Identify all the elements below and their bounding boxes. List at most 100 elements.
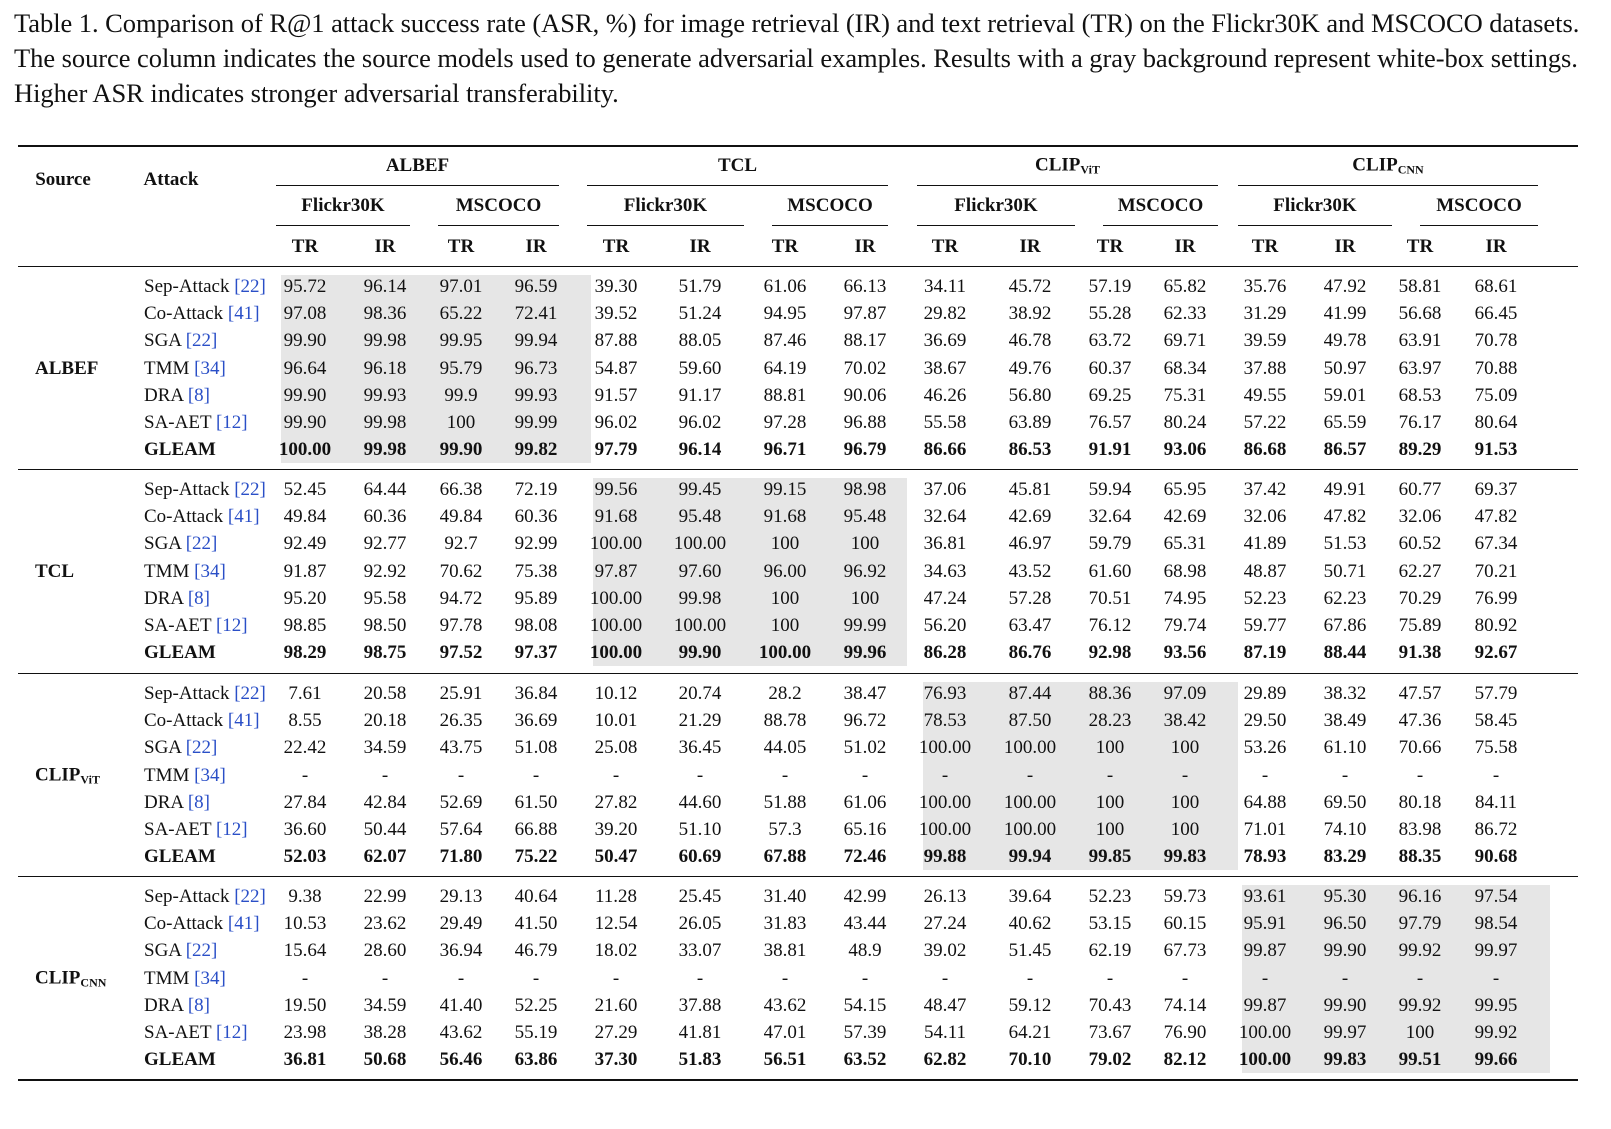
source-subscript: ViT — [80, 772, 100, 787]
citation-link[interactable]: [12] — [215, 1022, 248, 1043]
table-cell: 62.27 — [1398, 560, 1442, 582]
table-cell: 99.90 — [439, 439, 483, 461]
table-cell: 96.50 — [1323, 913, 1367, 935]
table-cell: - — [1341, 764, 1349, 786]
table-cell: 48.9 — [848, 940, 882, 962]
model-subscript: CNN — [1397, 162, 1424, 177]
table-cell: 63.47 — [1008, 615, 1052, 636]
table-cell: 37.42 — [1243, 479, 1287, 500]
citation-link[interactable]: [22] — [234, 886, 266, 907]
table-cell: 44.60 — [678, 791, 722, 813]
table-cell: - — [1492, 967, 1500, 989]
table-cell: 61.50 — [514, 791, 558, 813]
table-cell: 98.29 — [283, 642, 327, 664]
table-cell: 97.79 — [594, 439, 638, 461]
source-subscript: CNN — [80, 975, 107, 990]
table-cell: 27.29 — [594, 1022, 638, 1043]
citation-link[interactable]: [12] — [215, 615, 248, 636]
table-cell: 75.89 — [1398, 615, 1442, 636]
table-cell: 99.83 — [1323, 1049, 1367, 1071]
table-cell: 99.90 — [1323, 994, 1367, 1016]
table-cell: 63.86 — [514, 1049, 558, 1071]
table-cell: 88.35 — [1398, 846, 1442, 868]
table-cell: 69.25 — [1088, 384, 1132, 406]
table-cell: 93.61 — [1243, 886, 1287, 907]
table-cell: 91.91 — [1088, 439, 1132, 461]
model-cmidrule-3 — [1238, 185, 1538, 187]
table-cell: - — [781, 764, 789, 786]
citation-link[interactable]: [34] — [194, 967, 226, 989]
citation-link[interactable]: [22] — [185, 533, 218, 555]
table-cell: 27.82 — [594, 791, 638, 813]
table-cell: 59.60 — [678, 357, 722, 379]
citation-link[interactable]: [8] — [187, 791, 210, 813]
header-model-1: TCL — [718, 155, 757, 177]
table-caption: Table 1. Comparison of R@1 attack succes… — [14, 8, 1580, 108]
table-cell: - — [861, 967, 869, 989]
table-cell: 43.52 — [1008, 560, 1052, 582]
table-cell: 99.90 — [283, 330, 327, 352]
table-cell: 51.02 — [843, 737, 887, 759]
table-cell: 10.53 — [283, 913, 327, 935]
attack-label: Sep-Attack — [144, 683, 230, 704]
citation-link[interactable]: [41] — [227, 303, 260, 325]
table-cell: 94.95 — [763, 303, 807, 325]
citation-link[interactable]: [12] — [215, 412, 248, 433]
table-cell: 78.53 — [923, 710, 967, 732]
citation-link[interactable]: [22] — [185, 940, 218, 962]
table-cell: 59.77 — [1243, 615, 1287, 636]
table-cell: 83.98 — [1398, 819, 1442, 840]
citation-link[interactable]: [34] — [194, 764, 226, 786]
attack-name: TMM [34] — [144, 968, 226, 990]
table-cell: 97.09 — [1163, 683, 1207, 704]
table-cell: 79.74 — [1163, 615, 1207, 636]
table-cell: 100.00 — [589, 642, 643, 664]
table-cell: 99.90 — [283, 412, 327, 433]
citation-link[interactable]: [34] — [194, 560, 226, 582]
citation-link[interactable]: [41] — [227, 913, 260, 935]
citation-link[interactable]: [8] — [187, 587, 210, 609]
table-cell: 56.80 — [1008, 384, 1052, 406]
citation-link[interactable]: [8] — [187, 994, 210, 1016]
dataset-cmidrule — [438, 225, 559, 227]
table-cell: 69.37 — [1474, 479, 1518, 500]
whitebox-highlight — [593, 478, 907, 667]
table-cell: 70.78 — [1474, 330, 1518, 352]
table-cell: 60.36 — [363, 506, 407, 528]
table-cell: 96.02 — [678, 412, 722, 433]
table-cell: 99.92 — [1474, 1022, 1518, 1043]
table-cell: 100 — [1095, 737, 1125, 759]
table-cell: 91.17 — [678, 384, 722, 406]
header-metric: IR — [1174, 236, 1196, 257]
header-attack: Attack — [143, 169, 199, 190]
table-cell: 67.88 — [763, 846, 807, 868]
citation-link[interactable]: [22] — [234, 683, 266, 704]
citation-link[interactable]: [41] — [227, 710, 260, 732]
table-cell: - — [1492, 764, 1500, 786]
citation-link[interactable]: [34] — [194, 357, 226, 379]
table-cell: 47.01 — [763, 1022, 807, 1043]
table-cell: 34.63 — [923, 560, 967, 582]
table-cell: 22.99 — [363, 886, 407, 907]
citation-link[interactable]: [41] — [227, 506, 260, 528]
citation-link[interactable]: [22] — [234, 479, 266, 500]
attack-label: SGA — [144, 533, 181, 555]
attack-name: SA-AET [12] — [144, 1022, 248, 1044]
table-cell: 91.57 — [594, 384, 638, 406]
table-cell: 95.72 — [283, 276, 327, 297]
dataset-cmidrule — [276, 225, 410, 227]
citation-link[interactable]: [22] — [185, 330, 218, 352]
citation-link[interactable]: [8] — [187, 384, 210, 406]
table-cell: 48.47 — [923, 994, 967, 1016]
citation-link[interactable]: [22] — [234, 276, 266, 297]
table-cell: 99.90 — [678, 642, 722, 664]
citation-link[interactable]: [22] — [185, 737, 218, 759]
table-cell: 94.72 — [439, 587, 483, 609]
table-cell: 26.05 — [678, 913, 722, 935]
citation-link[interactable]: [12] — [215, 819, 248, 840]
table-cell: 100.00 — [589, 533, 643, 555]
table-cell: 97.87 — [843, 303, 887, 325]
table-cell: 99.66 — [1474, 1049, 1518, 1071]
table-cell: 57.19 — [1088, 276, 1132, 297]
table-cell: 58.45 — [1474, 710, 1518, 732]
